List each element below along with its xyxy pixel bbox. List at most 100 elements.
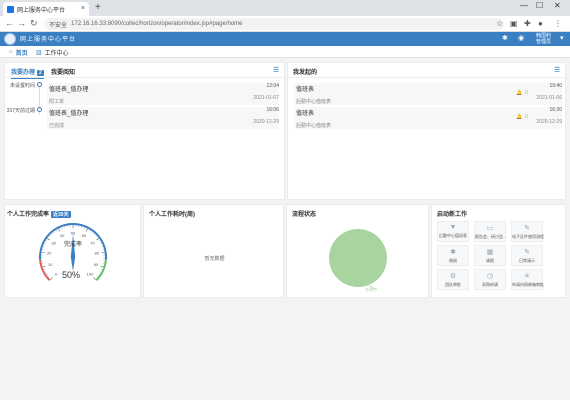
quickstart-card-label: 团队审批 <box>445 282 461 287</box>
gauge-tick <box>99 271 102 273</box>
pie-slice[interactable] <box>329 229 387 287</box>
todo-panel: 我要办理 2 我要阅知 ☰ 未设置时间 337天前过期 值班表_值办理 附工单 1… <box>4 62 286 200</box>
quickstart-card[interactable]: ✎ 日常请示 <box>511 245 543 266</box>
gauge-title-text: 个人工作完成率 <box>7 212 50 218</box>
list-item[interactable]: 值班表_值办理 附工单 12:04 2021-01-07 <box>47 83 279 105</box>
bell-icon[interactable]: 🔔 <box>516 114 523 120</box>
tab-notice[interactable]: 我要阅知 <box>51 70 76 76</box>
gauge-tick <box>50 277 53 280</box>
quickstart-card[interactable]: ◷ 采购申请 <box>474 269 506 290</box>
sent-panel: 我发起的 ☰ 值班表 后勤中心值班表 19:40 2021-01-06 🔔 0 … <box>287 62 567 200</box>
dispatch-panel: 个人工作耗时(周) 暂无数据 <box>143 204 284 298</box>
gauge-tick <box>99 240 101 242</box>
gauge-tick <box>98 273 100 276</box>
quickstart-card-label: 后勤中心值班表 <box>439 233 467 238</box>
timeline-line <box>39 85 40 115</box>
reload-icon[interactable]: ↻ <box>30 18 38 28</box>
item-date: 2021-01-06 <box>536 95 562 101</box>
app-title: 网上服务中心平台 <box>20 37 77 43</box>
quickstart-card[interactable]: ▼ 后勤中心值班表 <box>437 221 469 242</box>
list-item[interactable]: 值班表 后勤中心值班表 16:30 2020-12-29 <box>294 107 562 129</box>
gauge-tick <box>55 229 57 232</box>
browser-tab[interactable]: 网上服务中心平台 × <box>3 2 89 16</box>
eye-icon[interactable]: ◉ <box>518 35 525 42</box>
sent-title: 我发起的 <box>293 70 318 76</box>
pie-label-leader <box>368 284 376 290</box>
quickstart-card[interactable]: ✱ 借阅 <box>437 245 469 266</box>
minimize-button[interactable]: — <box>520 1 528 10</box>
gauge-tick <box>48 276 50 278</box>
gauge-tick <box>46 273 48 276</box>
extension-icon[interactable]: ▣ <box>510 19 518 28</box>
window-close-button[interactable]: ✕ <box>554 1 561 10</box>
tab-close-icon[interactable]: × <box>80 5 85 12</box>
bell-icon[interactable]: 🔔 <box>516 90 523 96</box>
quickstart-card-label: 请假 <box>486 258 494 263</box>
home-tab[interactable]: ⌂ 首页 <box>4 46 33 58</box>
item-subtitle: 已完成 <box>49 123 65 129</box>
profile-icon[interactable]: ● <box>538 19 543 28</box>
gauge-tick <box>43 268 46 270</box>
item-time: 19:40 <box>549 83 562 89</box>
gauge-tick <box>84 227 85 229</box>
quickstart-card[interactable]: ▭ 报告会、研讨会... <box>474 221 506 242</box>
dispatch-title: 个人工作耗时(周) <box>149 212 195 218</box>
todo-count-badge: 2 <box>37 70 44 76</box>
gauge-tick-label: 70 <box>90 240 95 245</box>
url-text: 172.16.16.33:8090/coltec/horizon/operato… <box>71 21 243 27</box>
quickstart-card[interactable]: ⚙ 团队审批 <box>437 269 469 290</box>
address-bar[interactable]: 不安全 172.16.16.33:8090/coltec/horizon/ope… <box>44 18 504 30</box>
list-icon[interactable]: ☰ <box>273 67 280 74</box>
chevron-down-icon[interactable]: ▾ <box>560 35 564 42</box>
quickstart-card[interactable]: ✎ 电子证件使用流程 <box>511 221 544 242</box>
quickstart-card-label: 日常请示 <box>519 258 535 263</box>
user-name: 韩国利 <box>536 33 552 39</box>
quickstart-card[interactable]: ▦ 请假 <box>474 245 506 266</box>
new-tab-button[interactable]: + <box>95 2 101 13</box>
star-bookmark-icon[interactable]: ☆ <box>496 19 504 28</box>
quickstart-panel: 启动新工作 ▼ 后勤中心值班表 ▭ 报告会、研讨会... ✎ 电子证件使用流程 ✱ 借阅 ▦ 请假… <box>431 204 566 298</box>
pie-label: 办理中 <box>365 286 377 292</box>
forward-arrow-icon[interactable]: → <box>17 18 26 28</box>
quickstart-card-label: 借阅 <box>449 258 457 263</box>
tab-todo[interactable]: 我要办理 2 <box>11 67 44 79</box>
gear-icon: ✱ <box>450 249 456 256</box>
tab-title: 网上服务中心平台 <box>17 7 66 14</box>
gauge-tick <box>96 276 98 278</box>
calendar-icon: ▦ <box>486 249 494 256</box>
inbox-icon: ▭ <box>486 225 494 232</box>
timeline-dot <box>37 82 42 87</box>
browser-menu-icon[interactable]: ⋮ <box>554 19 562 28</box>
gauge-tick <box>89 229 91 232</box>
workcenter-tab[interactable]: ▥ 工作中心 <box>36 46 69 58</box>
gauge-tick <box>93 233 96 235</box>
quickstart-card[interactable]: ✳ 申请内网邮箱审批 <box>511 269 544 290</box>
bell-count: 0 <box>525 114 528 120</box>
gauge-tick-label: 100 <box>87 272 94 277</box>
star-icon: ✳ <box>524 273 530 280</box>
gauge-tick-label: 30 <box>51 240 56 245</box>
puzzle-icon[interactable]: ✚ <box>524 19 531 28</box>
home-label: 首页 <box>15 50 28 57</box>
browser-toolbar: ← → ↻ 不安全 172.16.16.33:8090/coltec/horiz… <box>0 16 570 32</box>
timeline-label: 337天前过期 <box>6 108 35 114</box>
gauge-tick <box>85 228 88 232</box>
gauge-value-text: 50% <box>62 270 80 280</box>
settings-icon[interactable]: ✱ <box>502 35 508 42</box>
maximize-button[interactable]: ☐ <box>536 1 544 10</box>
gauge-tick <box>96 237 100 241</box>
list-icon[interactable]: ☰ <box>554 67 561 74</box>
gauge-tick <box>91 231 93 233</box>
home-icon: ⌂ <box>9 49 13 55</box>
back-arrow-icon[interactable]: ← <box>5 18 14 28</box>
app-subnav: ⌂ 首页 ▥ 工作中心 <box>0 46 570 58</box>
item-title: 值班表 <box>296 87 315 93</box>
gauge-needle <box>70 234 76 271</box>
user-menu[interactable]: 韩国利 管理员 <box>536 33 551 45</box>
gauge-panel: 个人工作完成率 近30天 0 10 20 30 40 50 60 70 80 90 100 完成率 5… <box>4 204 141 298</box>
list-item[interactable]: 值班表 后勤中心值班表 19:40 2021-01-06 <box>294 83 562 105</box>
timeline-dot <box>37 107 42 112</box>
flow-panel: 流程状态 办理中 <box>286 204 429 298</box>
list-item[interactable]: 值班表_值办理 已完成 16:06 2020-12-29 <box>47 107 279 129</box>
